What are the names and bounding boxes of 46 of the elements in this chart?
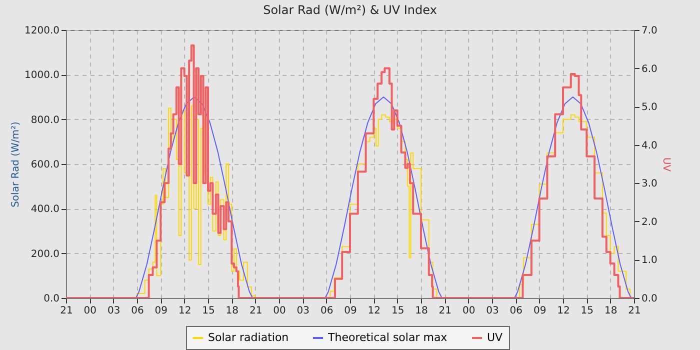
x-tick-label: 09: [344, 306, 357, 316]
y-axis-title: Solar Rad (W/m²): [10, 121, 22, 208]
x-tick-label: 12: [178, 306, 192, 316]
y2-tick-label: 3.0: [642, 178, 658, 190]
x-tick-label: 00: [462, 306, 476, 316]
legend-label: Solar radiation: [208, 331, 289, 344]
y2-tick-label: 5.0: [642, 102, 658, 114]
x-tick-label: 03: [107, 306, 120, 316]
x-tick-label: 18: [226, 306, 239, 316]
x-tick-label: 03: [296, 306, 310, 316]
y2-tick-label: 2.0: [642, 216, 658, 228]
x-tick-label: 12: [368, 306, 381, 316]
y2-tick-label: 7.0: [642, 26, 658, 36]
y-tick-label: 0.0: [44, 294, 60, 304]
y-tick-label: 800.0: [30, 114, 60, 126]
y2-tick-label: 6.0: [642, 64, 658, 75]
x-tick-label: 15: [580, 306, 594, 316]
x-tick-label: 06: [510, 306, 523, 316]
x-tick-label: 12: [557, 306, 570, 316]
x-tick-label: 15: [391, 306, 404, 316]
y2-tick-label: 0.0: [642, 294, 658, 304]
x-tick-label: 21: [60, 306, 73, 316]
y-tick-label: 400.0: [30, 204, 60, 216]
y-tick-label: 1200.0: [24, 26, 60, 36]
x-tick-label: 00: [84, 306, 97, 316]
x-tick-label: 09: [154, 306, 168, 316]
legend-label: Theoretical solar max: [327, 331, 448, 344]
y2-tick-label: 4.0: [642, 140, 658, 152]
y2-axis-title: UV: [660, 157, 672, 172]
x-tick-label: 18: [415, 306, 428, 316]
y2-tick-label: 1.0: [642, 255, 658, 266]
x-tick-label: 21: [249, 306, 262, 316]
x-tick-label: 06: [131, 306, 144, 316]
chart-title: Solar Rad (W/m²) & UV Index: [263, 3, 437, 17]
x-tick-label: 03: [486, 306, 499, 316]
x-tick-label: 09: [533, 306, 546, 316]
legend-label: UV: [487, 331, 504, 344]
y-tick-label: 200.0: [30, 248, 60, 260]
x-tick-label: 21: [628, 306, 641, 316]
y-tick-label: 1000.0: [24, 70, 60, 82]
x-tick-label: 06: [320, 306, 334, 316]
x-tick-label: 21: [438, 306, 452, 316]
x-tick-label: 00: [273, 306, 286, 316]
x-tick-label: 15: [202, 306, 215, 316]
y-tick-label: 600.0: [30, 160, 60, 170]
x-tick-label: 18: [604, 306, 618, 316]
